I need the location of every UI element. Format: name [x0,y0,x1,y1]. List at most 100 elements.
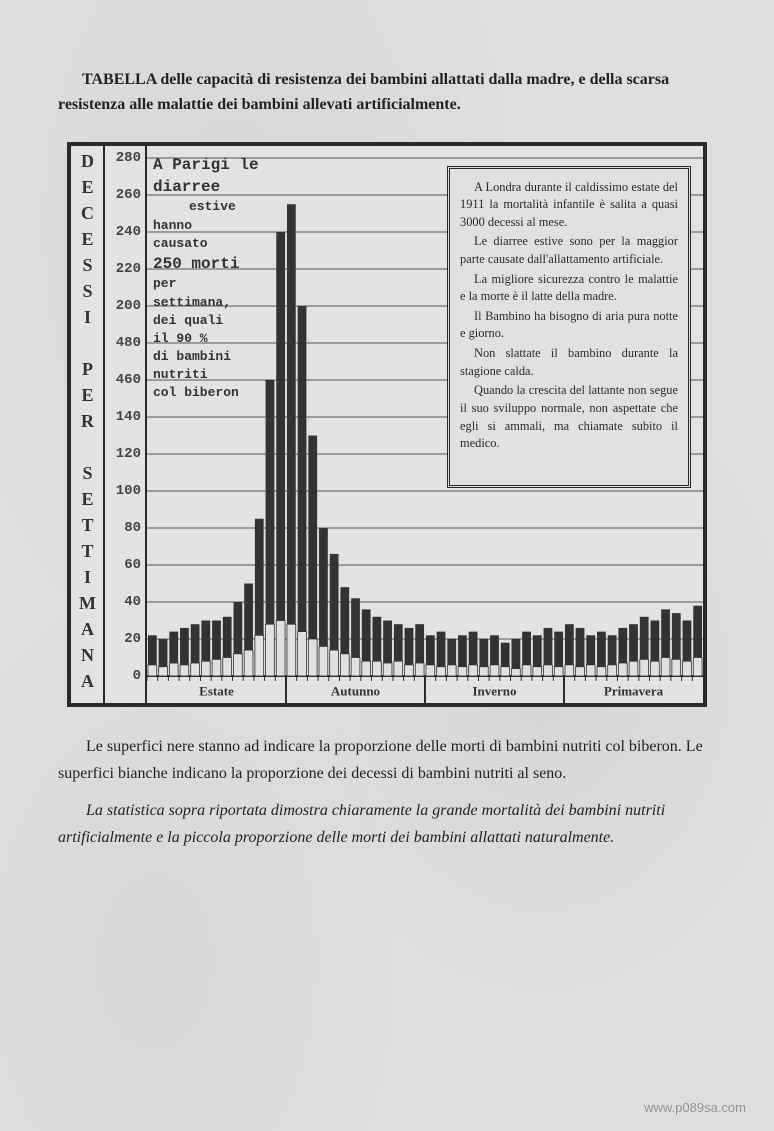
bar-light [330,650,339,676]
bar-light [565,664,574,675]
textbox-paragraph: Quando la crescita del lattante non segu… [460,382,678,452]
bar-light [415,663,424,676]
bar-light [426,664,435,675]
chart-annotation: A Parigi le diarree estive hanno causato… [153,154,323,403]
y-tick-label: 20 [124,631,141,647]
y-tick-label: 480 [116,335,141,351]
bar-light [640,659,649,676]
bar-light [266,624,275,676]
bar-light [351,657,360,676]
annot-line: per [153,275,323,293]
bar-light [437,666,446,675]
y-tick-label: 260 [116,187,141,203]
bar-light [554,666,563,675]
page-title: TABELLA delle capacità di resistenza dei… [58,68,716,118]
y-axis-ticks-column: 280260240220200480460140120100806040200 [105,146,147,703]
bar-light [340,653,349,675]
bar-light [469,664,478,675]
annot-line: A Parigi le diarree [153,154,323,199]
bar-light [180,664,189,675]
y-tick-label: 0 [133,668,141,684]
bar-light [319,646,328,676]
annot-line: nutriti [153,366,323,384]
bar-light [191,663,200,676]
bar-light [544,664,553,675]
bar-light [148,664,157,675]
annot-line: 250 morti [153,253,323,275]
bar-light [651,661,660,676]
bar-light [597,666,606,675]
y-tick-label: 280 [116,150,141,166]
x-season-label: Estate [199,683,234,698]
bar-light [501,666,510,675]
bar-light [234,653,243,675]
bar-light [683,661,692,676]
y-axis-label-column: DECESSI PER SETTIMANA [71,146,105,703]
watermark: www.p089sa.com [644,1100,746,1115]
bar-light [458,666,467,675]
x-season-label: Inverno [472,683,516,698]
textbox-paragraph: Il Bambino ha bisogno di aria pura notte… [460,308,678,343]
bar-light [629,661,638,676]
bar-light [672,659,681,676]
bar-light [447,664,456,675]
bar-light [255,635,264,676]
y-tick-label: 40 [124,594,141,610]
bar-light [212,659,221,676]
y-tick-label: 240 [116,224,141,240]
y-tick-label: 80 [124,520,141,536]
annot-line: col biberon [153,384,323,402]
y-tick-label: 460 [116,372,141,388]
bar-light [244,650,253,676]
annot-line: hanno [153,217,323,235]
bar-light [276,620,285,676]
annot-line: di bambini [153,348,323,366]
bar-light [512,668,521,675]
bar-light [362,661,371,676]
bar-light [373,661,382,676]
bar-light [287,624,296,676]
annot-line: dei quali [153,312,323,330]
caption-conclusion: La statistica sopra riportata dimostra c… [58,797,716,851]
bar-light [169,663,178,676]
bar-light [479,666,488,675]
textbox-paragraph: A Londra durante il caldissimo estate de… [460,179,678,232]
bar-light [586,664,595,675]
bar-light [693,657,702,676]
bar-light [533,666,542,675]
y-tick-label: 200 [116,298,141,314]
x-season-label: Autunno [331,683,380,698]
annot-line: estive [189,198,323,216]
bar-light [608,664,617,675]
caption-legend: Le superfici nere stanno ad indicare la … [58,733,716,787]
textbox-paragraph: Le diarree estive sono per la maggior pa… [460,233,678,268]
bar-light [308,639,317,676]
svg-text:|: | [285,683,288,698]
svg-text:|: | [563,683,566,698]
annot-line: il 90 % [153,330,323,348]
textbox-paragraph: La migliore sicurezza contro le malattie… [460,271,678,306]
bar-light [490,664,499,675]
bar-light [405,664,414,675]
bar-light [522,664,531,675]
svg-text:|: | [424,683,427,698]
y-tick-label: 140 [116,409,141,425]
info-text-box: A Londra durante il caldissimo estate de… [447,166,691,488]
bar-light [394,661,403,676]
annot-line: causato [153,235,323,253]
y-tick-label: 100 [116,483,141,499]
bar-light [661,657,670,676]
textbox-paragraph: Non slattate il bambino durante la stagi… [460,345,678,380]
y-axis-label: DECESSI PER SETTIMANA [77,151,98,697]
y-tick-label: 60 [124,557,141,573]
bar-light [383,663,392,676]
bar-light [298,631,307,675]
bar-light [576,666,585,675]
x-season-label: Primavera [604,683,664,698]
y-tick-label: 120 [116,446,141,462]
bar-light [223,657,232,676]
y-tick-label: 220 [116,261,141,277]
bar-light [201,661,210,676]
bar-light [618,663,627,676]
plot-area: Estate Autunno | Inverno | Primavera | A Parig… [147,146,703,703]
